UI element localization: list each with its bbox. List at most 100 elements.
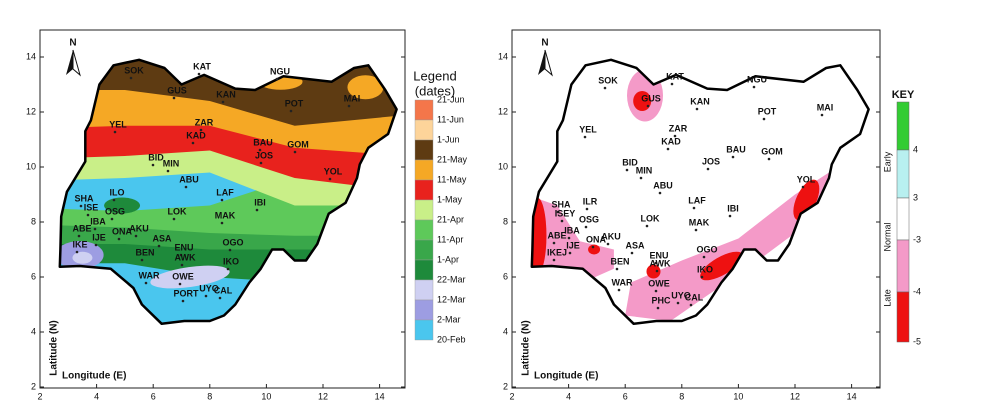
- station-dot: [676, 301, 680, 305]
- legend-swatch: [414, 159, 434, 181]
- legend-label: 2-Mar: [437, 314, 461, 324]
- station-dot: [112, 198, 116, 202]
- zone-patch: [700, 251, 743, 281]
- legend-swatch: [414, 219, 434, 241]
- legend-swatch: [896, 149, 910, 199]
- station-dot: [79, 204, 83, 208]
- station-dot: [117, 237, 121, 241]
- legend-title: Legend: [413, 68, 456, 83]
- legend-subtitle: (dates): [415, 83, 455, 98]
- station-label: ONA: [112, 226, 133, 236]
- y-tick-label: 2: [503, 381, 508, 391]
- station-dot: [603, 86, 607, 90]
- station-dot: [552, 258, 556, 262]
- station-dot: [204, 294, 208, 298]
- station-label: ZAR: [669, 123, 688, 133]
- station-dot: [151, 163, 155, 167]
- station-label: KAT: [666, 71, 684, 81]
- station-label: JOS: [255, 150, 273, 160]
- station-dot: [75, 250, 79, 254]
- legend-swatch: [414, 139, 434, 161]
- station-dot: [556, 210, 560, 214]
- y-tick-label: 8: [31, 216, 36, 226]
- station-dot: [255, 208, 259, 212]
- station-dot: [673, 134, 677, 138]
- station-dot: [656, 306, 660, 310]
- station-label: ABE: [547, 230, 566, 240]
- y-tick-label: 6: [503, 271, 508, 281]
- station-dot: [259, 161, 263, 165]
- station-dot: [178, 282, 182, 286]
- station-label: BEN: [135, 247, 154, 257]
- legend-swatch: [414, 99, 434, 121]
- station-dot: [181, 299, 185, 303]
- legend-label: 12-Mar: [437, 294, 466, 304]
- station-label: ILR: [583, 196, 598, 206]
- station-label: GUS: [641, 93, 661, 103]
- legend-swatch: [896, 197, 910, 241]
- x-tick-label: 10: [733, 391, 743, 401]
- station-dot: [86, 213, 90, 217]
- station-dot: [220, 198, 224, 202]
- station-dot: [328, 177, 332, 181]
- y-tick-label: 14: [26, 51, 36, 61]
- station-label: YOL: [324, 166, 343, 176]
- station-dot: [180, 263, 184, 267]
- station-dot: [752, 85, 756, 89]
- zone-patch: [793, 179, 820, 221]
- station-label: IBA: [564, 225, 580, 235]
- x-tick-label: 8: [207, 391, 212, 401]
- station-dot: [615, 267, 619, 271]
- station-label: IBI: [254, 197, 266, 207]
- station-label: IKE: [72, 239, 87, 249]
- station-dot: [820, 113, 824, 117]
- north-label: N: [541, 38, 548, 49]
- legend-swatch: [414, 239, 434, 261]
- station-label: LAF: [688, 195, 706, 205]
- legend-swatch: [896, 101, 910, 151]
- station-dot: [179, 253, 183, 257]
- station-label: CAL: [685, 292, 704, 302]
- station-dot: [77, 234, 81, 238]
- station-dot: [670, 82, 674, 86]
- station-label: MAK: [215, 210, 236, 220]
- legend-label: 1-Apr: [437, 254, 459, 264]
- zone-patch: [588, 244, 601, 255]
- north-arrow: [66, 50, 73, 75]
- station-label: POT: [758, 106, 777, 116]
- station-label: YEL: [579, 124, 597, 134]
- y-tick-label: 10: [498, 161, 508, 171]
- north-arrow: [544, 49, 553, 77]
- station-label: MAI: [817, 102, 834, 112]
- station-label: IKO: [697, 264, 713, 274]
- station-dot: [606, 242, 610, 246]
- station-dot: [702, 255, 706, 259]
- station-dot: [694, 228, 698, 232]
- anomaly-zone: [625, 167, 838, 321]
- station-dot: [700, 275, 704, 279]
- station-label: WAR: [139, 270, 160, 280]
- station-label: LOK: [168, 206, 187, 216]
- station-dot: [258, 148, 262, 152]
- station-label: CAL: [214, 285, 233, 295]
- legend-label: 11-Apr: [437, 234, 463, 244]
- station-label: BID: [622, 157, 638, 167]
- station-dot: [289, 109, 293, 113]
- x-tick-label: 12: [318, 391, 328, 401]
- station-dot: [140, 258, 144, 262]
- legend-label: -5: [913, 336, 921, 346]
- station-label: GOM: [287, 139, 309, 149]
- x-tick-label: 14: [375, 391, 385, 401]
- x-tick-label: 2: [509, 391, 514, 401]
- legend-swatch: [896, 291, 910, 343]
- station-dot: [134, 234, 138, 238]
- legend-category: Normal: [882, 222, 892, 251]
- station-label: PORT: [173, 288, 199, 298]
- station-dot: [639, 176, 643, 180]
- station-label: BAU: [253, 137, 273, 147]
- y-axis-label: Latitude (N): [521, 320, 532, 376]
- station-label: AWK: [175, 252, 196, 262]
- y-tick-label: 4: [503, 326, 508, 336]
- station-dot: [728, 214, 732, 218]
